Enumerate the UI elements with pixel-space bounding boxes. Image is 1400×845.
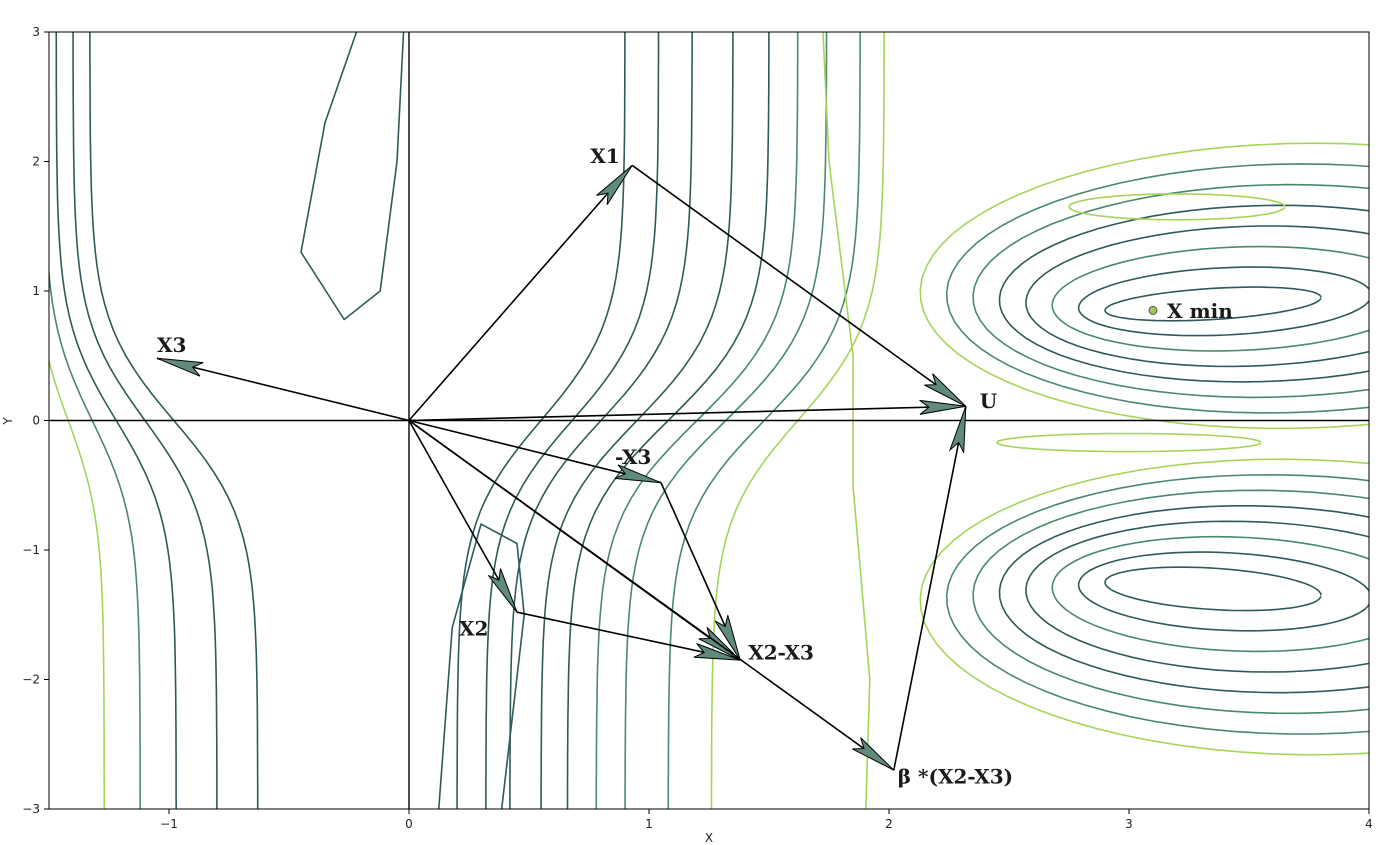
contour-line <box>595 32 799 809</box>
contour-line <box>919 142 1369 430</box>
contour-line <box>509 32 693 809</box>
contour-line <box>49 263 141 809</box>
vector-segment-7-arrowhead <box>693 643 741 661</box>
vector-x3-shaft <box>408 419 662 484</box>
contour-line <box>1068 193 1286 221</box>
contour-line <box>566 32 770 809</box>
vector-x1-arrowhead <box>596 165 633 205</box>
contour-line <box>1025 225 1369 368</box>
contour-line <box>456 32 626 809</box>
contour-line <box>945 163 1369 414</box>
contour-line <box>1051 535 1369 653</box>
vector-u-arrowhead <box>919 399 966 415</box>
vector-segment-10-shaft <box>893 406 967 771</box>
vector-x1-shaft <box>408 164 633 422</box>
contour-line <box>972 489 1369 715</box>
x-tick-label: 2 <box>885 817 893 831</box>
vector-x3-shaft <box>156 357 410 422</box>
x-tick-label: 3 <box>1125 817 1133 831</box>
contour-line <box>1025 520 1369 673</box>
y-tick-label: 0 <box>32 414 40 428</box>
contour-line <box>300 32 405 321</box>
vector-segment-9-shaft <box>631 164 967 407</box>
contour-line <box>1051 245 1369 352</box>
label-x2: X2 <box>459 617 488 641</box>
x-tick-label: 4 <box>1365 817 1373 831</box>
tick-marks: −1 0 1 2 3 4 3 2 1 0 −1 −2 −3 <box>22 25 1373 831</box>
contour-line <box>996 432 1262 453</box>
contour-line <box>49 357 105 809</box>
label-u: U <box>980 389 997 413</box>
contour-line <box>1104 566 1322 612</box>
contour-line <box>1077 266 1369 337</box>
contour-line <box>89 32 259 809</box>
y-tick-label: 2 <box>32 155 40 169</box>
contour-line <box>919 458 1369 756</box>
contour-line <box>710 32 885 809</box>
contour-line <box>998 204 1369 383</box>
vector-segment-8-arrowhead <box>714 615 741 661</box>
x-tick-label: 1 <box>645 817 653 831</box>
contour-lines <box>49 32 1369 809</box>
contour-line <box>624 32 828 809</box>
contour-line <box>437 523 525 809</box>
y-tick-label: −2 <box>22 673 40 687</box>
vector-segment-7-shaft <box>516 611 741 661</box>
vector-arrows <box>156 164 967 771</box>
y-tick-label: 3 <box>32 25 40 39</box>
vector-segment-9-arrowhead <box>924 373 967 407</box>
contour-line <box>945 474 1369 735</box>
label-x3: X3 <box>157 333 186 357</box>
y-tick-label: −3 <box>22 802 40 816</box>
contour-line <box>55 32 177 809</box>
vector-x2-arrowhead <box>487 568 518 613</box>
x-tick-label: 0 <box>405 817 413 831</box>
contour-line <box>1077 551 1369 632</box>
label-x1: X1 <box>590 144 619 168</box>
contour-line <box>72 32 218 809</box>
x-axis-label: X <box>705 831 713 845</box>
vector-labels: X1 X3 U -X3 X2 X2-X3 β *(X2-X3) X min <box>157 144 1233 789</box>
vector-x3-arrowhead <box>614 464 662 484</box>
label--x2-x3-: β *(X2-X3) <box>898 765 1013 789</box>
label--x3: -X3 <box>615 445 651 469</box>
vector-x3-arrowhead <box>156 357 204 377</box>
vector-segment-10-arrowhead <box>948 406 967 453</box>
contour-line <box>667 32 861 809</box>
vector-x2-x3-arrowhead <box>852 737 895 771</box>
y-tick-label: 1 <box>32 284 40 298</box>
label-x2-x3: X2-X3 <box>748 641 814 665</box>
contour-line <box>972 183 1369 399</box>
contour-line <box>998 505 1369 694</box>
contour-line <box>485 32 660 809</box>
x-min-marker <box>1148 305 1158 315</box>
x-min-label: X min <box>1167 299 1233 323</box>
contour-line <box>540 32 734 809</box>
y-axis-label: Y <box>1 417 15 426</box>
vector-u-shaft <box>408 405 966 422</box>
contour-line <box>1104 286 1322 322</box>
y-tick-label: −1 <box>22 543 40 557</box>
vector-x2-x3-shaft <box>408 419 895 771</box>
x-tick-label: −1 <box>160 817 178 831</box>
